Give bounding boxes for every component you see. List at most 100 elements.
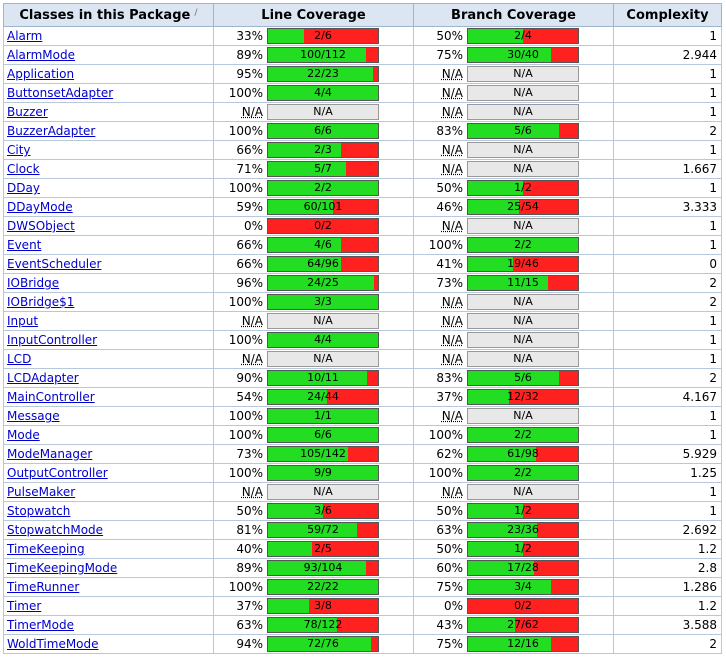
class-link[interactable]: LCDAdapter bbox=[7, 371, 79, 385]
class-link[interactable]: TimeKeepingMode bbox=[7, 561, 118, 575]
branch-coverage-bar: 3/4 bbox=[467, 579, 579, 595]
branch-coverage-label: N/A bbox=[513, 409, 533, 422]
complexity-cell: 1 bbox=[613, 349, 722, 369]
branch-coverage-label: 17/28 bbox=[507, 561, 539, 574]
branch-coverage-label: N/A bbox=[513, 67, 533, 80]
line-coverage-cell: 33% 2/6 bbox=[213, 26, 414, 46]
header-complexity[interactable]: Complexity bbox=[613, 3, 722, 27]
class-name-cell: ModeManager bbox=[3, 444, 214, 464]
class-link[interactable]: Application bbox=[7, 67, 75, 81]
branch-coverage-label: 19/46 bbox=[507, 257, 539, 270]
header-complexity-label: Complexity bbox=[626, 7, 709, 23]
class-name-cell: Event bbox=[3, 235, 214, 255]
line-coverage-label: 6/6 bbox=[314, 124, 332, 137]
branch-coverage-cell: N/A N/A bbox=[413, 482, 614, 502]
class-link[interactable]: Message bbox=[7, 409, 60, 423]
line-coverage-fill bbox=[268, 143, 341, 157]
branch-coverage-fill bbox=[468, 276, 549, 290]
complexity-cell: 4.167 bbox=[613, 387, 722, 407]
line-coverage-bar: 60/101 bbox=[267, 199, 379, 215]
class-link[interactable]: StopwatchMode bbox=[7, 523, 104, 537]
line-coverage-label: 2/2 bbox=[314, 181, 332, 194]
class-name-cell: Application bbox=[3, 64, 214, 84]
line-coverage-label: 24/44 bbox=[307, 390, 339, 403]
line-coverage-percent: 100% bbox=[228, 295, 263, 309]
line-coverage-bar: 4/4 bbox=[267, 332, 379, 348]
class-link[interactable]: EventScheduler bbox=[7, 257, 102, 271]
class-name-cell: InputController bbox=[3, 330, 214, 350]
branch-coverage-percent: 0% bbox=[443, 599, 463, 613]
class-link[interactable]: Mode bbox=[7, 428, 40, 442]
class-link[interactable]: City bbox=[7, 143, 31, 157]
class-link[interactable]: IOBridge bbox=[7, 276, 60, 290]
line-coverage-bar: 93/104 bbox=[267, 560, 379, 576]
complexity-cell: 2 bbox=[613, 368, 722, 388]
line-coverage-bar: 2/2 bbox=[267, 180, 379, 196]
class-link[interactable]: ButtonsetAdapter bbox=[7, 86, 114, 100]
line-coverage-cell: N/A N/A bbox=[213, 482, 414, 502]
header-branch-coverage[interactable]: Branch Coverage bbox=[413, 3, 614, 27]
branch-coverage-bar: N/A bbox=[467, 85, 579, 101]
class-name-cell: DWSObject bbox=[3, 216, 214, 236]
class-link[interactable]: PulseMaker bbox=[7, 485, 76, 499]
class-link[interactable]: AlarmMode bbox=[7, 48, 76, 62]
class-link[interactable]: LCD bbox=[7, 352, 32, 366]
class-link[interactable]: Clock bbox=[7, 162, 40, 176]
line-coverage-fill bbox=[268, 86, 378, 100]
class-link[interactable]: Buzzer bbox=[7, 105, 48, 119]
class-link[interactable]: IOBridge$1 bbox=[7, 295, 75, 309]
branch-coverage-percent: 50% bbox=[436, 542, 463, 556]
line-coverage-label: 3/3 bbox=[314, 295, 332, 308]
class-link[interactable]: Input bbox=[7, 314, 39, 328]
line-coverage-fill bbox=[268, 390, 328, 404]
line-coverage-fill bbox=[268, 181, 378, 195]
class-link[interactable]: OutputController bbox=[7, 466, 108, 480]
table-row: StopwatchMode 81% 59/72 63% 23/36 2.692 bbox=[3, 520, 722, 540]
class-link[interactable]: InputController bbox=[7, 333, 98, 347]
branch-coverage-fill bbox=[468, 257, 514, 271]
table-row: MainController 54% 24/44 37% 12/32 4.167 bbox=[3, 387, 722, 407]
branch-coverage-fill bbox=[468, 637, 551, 651]
class-name-cell: Stopwatch bbox=[3, 501, 214, 521]
header-line-coverage[interactable]: Line Coverage bbox=[213, 3, 414, 27]
class-name-cell: Message bbox=[3, 406, 214, 426]
branch-coverage-cell: 62% 61/98 bbox=[413, 444, 614, 464]
class-link[interactable]: TimeRunner bbox=[7, 580, 80, 594]
branch-coverage-percent: N/A bbox=[441, 314, 463, 328]
branch-coverage-percent: 46% bbox=[436, 200, 463, 214]
branch-coverage-percent: 43% bbox=[436, 618, 463, 632]
line-coverage-label: 5/7 bbox=[314, 162, 332, 175]
table-row: InputController 100% 4/4 N/A N/A 1 bbox=[3, 330, 722, 350]
class-link[interactable]: DWSObject bbox=[7, 219, 75, 233]
class-link[interactable]: Event bbox=[7, 238, 42, 252]
class-link[interactable]: BuzzerAdapter bbox=[7, 124, 96, 138]
branch-coverage-bar: 11/15 bbox=[467, 275, 579, 291]
class-link[interactable]: DDayMode bbox=[7, 200, 73, 214]
line-coverage-percent: 54% bbox=[236, 390, 263, 404]
class-link[interactable]: WoldTimeMode bbox=[7, 637, 99, 651]
table-row: IOBridge$1 100% 3/3 N/A N/A 2 bbox=[3, 292, 722, 312]
class-link[interactable]: DDay bbox=[7, 181, 40, 195]
line-coverage-label: 0/2 bbox=[314, 219, 332, 232]
branch-coverage-bar: 27/62 bbox=[467, 617, 579, 633]
branch-coverage-bar: 2/2 bbox=[467, 427, 579, 443]
class-link[interactable]: Alarm bbox=[7, 29, 43, 43]
line-coverage-cell: 37% 3/8 bbox=[213, 596, 414, 616]
class-link[interactable]: Timer bbox=[7, 599, 42, 613]
class-link[interactable]: Stopwatch bbox=[7, 504, 71, 518]
class-link[interactable]: MainController bbox=[7, 390, 95, 404]
class-link[interactable]: ModeManager bbox=[7, 447, 93, 461]
line-coverage-cell: 100% 4/4 bbox=[213, 330, 414, 350]
line-coverage-fill bbox=[268, 580, 378, 594]
branch-coverage-cell: 100% 2/2 bbox=[413, 425, 614, 445]
complexity-cell: 1 bbox=[613, 330, 722, 350]
line-coverage-cell: 100% 22/22 bbox=[213, 577, 414, 597]
header-classes[interactable]: Classes in this Package / bbox=[3, 3, 214, 27]
line-coverage-cell: 66% 4/6 bbox=[213, 235, 414, 255]
branch-coverage-percent: 73% bbox=[436, 276, 463, 290]
class-link[interactable]: TimeKeeping bbox=[7, 542, 85, 556]
line-coverage-label: 2/5 bbox=[314, 542, 332, 555]
class-link[interactable]: TimerMode bbox=[7, 618, 74, 632]
complexity-cell: 2 bbox=[613, 273, 722, 293]
line-coverage-label: 2/6 bbox=[314, 29, 332, 42]
